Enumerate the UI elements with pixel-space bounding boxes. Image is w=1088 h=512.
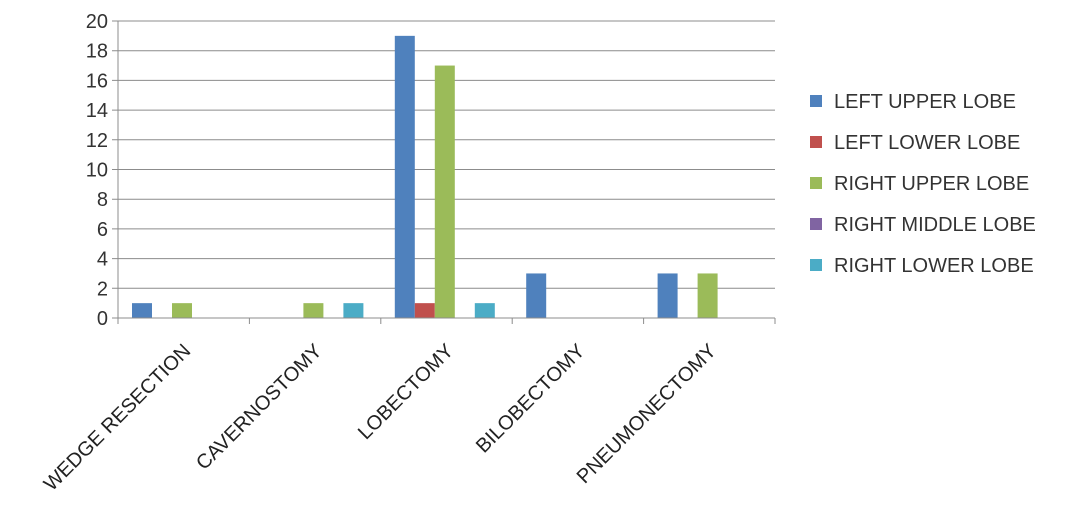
- y-tick-label: 6: [97, 219, 108, 241]
- bar-right-lower-lobe: [343, 303, 364, 318]
- legend-label: RIGHT LOWER LOBE: [834, 255, 1034, 277]
- bar-left-upper-lobe: [132, 303, 152, 318]
- y-axis-ticks: 0 2 4 6 8 10 12 14 16 18 20: [86, 11, 108, 330]
- legend-swatch: [810, 136, 822, 148]
- bar-right-upper-lobe: [172, 303, 192, 318]
- y-tick-label: 12: [86, 130, 108, 152]
- x-category-label: WEDGE RESECTION: [40, 340, 195, 495]
- bar-right-lower-lobe: [474, 303, 495, 318]
- bar-right-upper-lobe: [434, 65, 455, 318]
- legend-label: RIGHT UPPER LOBE: [834, 173, 1029, 195]
- legend-swatch: [810, 259, 822, 271]
- y-tick-label: 14: [86, 100, 108, 122]
- legend-swatch: [810, 177, 822, 189]
- y-tick-label: 18: [86, 41, 108, 63]
- y-tick-label: 10: [86, 160, 108, 182]
- axes: [112, 21, 776, 324]
- x-category-label: CAVERNOSTOMY: [192, 340, 326, 474]
- y-tick-label: 8: [97, 189, 108, 211]
- y-tick-label: 4: [97, 249, 108, 271]
- y-tick-label: 16: [86, 70, 108, 92]
- bar-right-upper-lobe: [303, 303, 324, 318]
- legend-swatch: [810, 218, 822, 230]
- y-tick-label: 2: [97, 278, 108, 300]
- legend-label: RIGHT MIDDLE LOBE: [834, 214, 1036, 236]
- bars: [132, 35, 718, 318]
- x-category-label: BILOBECTOMY: [472, 340, 589, 457]
- y-tick-label: 20: [86, 11, 108, 33]
- bar-left-upper-lobe: [657, 273, 678, 318]
- bar-left-upper-lobe: [394, 35, 415, 318]
- legend: LEFT UPPER LOBE LEFT LOWER LOBE RIGHT UPPE…: [810, 91, 1036, 277]
- bar-left-upper-lobe: [526, 273, 547, 318]
- legend-swatch: [810, 95, 822, 107]
- x-category-label: PNEUMONECTOMY: [573, 340, 721, 488]
- legend-label: LEFT UPPER LOBE: [834, 91, 1016, 113]
- legend-label: LEFT LOWER LOBE: [834, 132, 1020, 154]
- bar-left-lower-lobe: [414, 303, 435, 318]
- y-tick-label: 0: [97, 308, 108, 330]
- bar-right-upper-lobe: [697, 273, 718, 318]
- x-category-label: LOBECTOMY: [354, 340, 458, 444]
